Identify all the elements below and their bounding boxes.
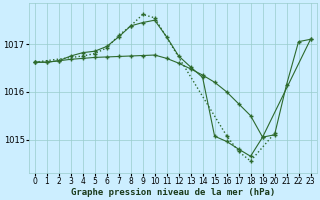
X-axis label: Graphe pression niveau de la mer (hPa): Graphe pression niveau de la mer (hPa) [70, 188, 275, 197]
